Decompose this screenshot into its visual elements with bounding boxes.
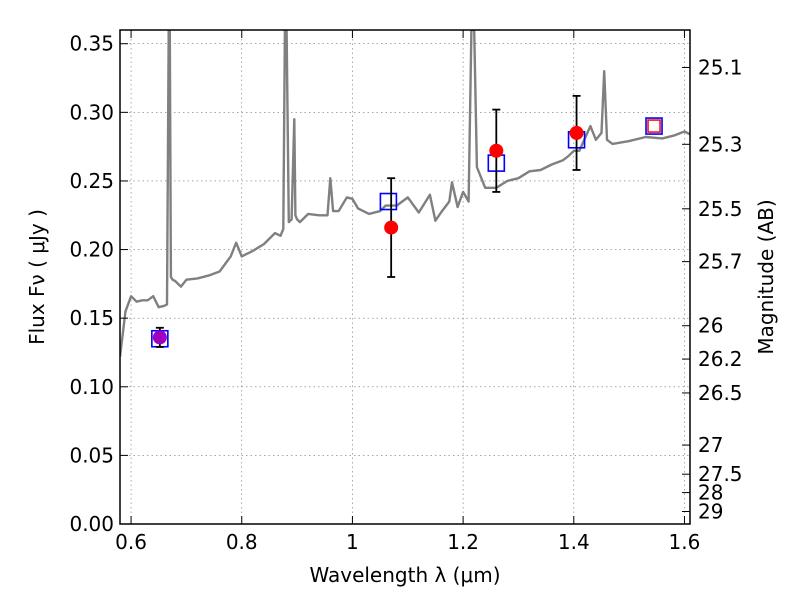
x-tick-label-1: 0.8 <box>226 530 258 554</box>
observed-marker-0 <box>152 330 167 345</box>
magnitude-tick-label-3: 25.7 <box>698 250 743 274</box>
observed-point-4 <box>647 119 661 133</box>
magnitude-tick-label-10: 29 <box>698 500 723 524</box>
magnitude-tick-label-2: 25.5 <box>698 197 743 221</box>
observed-point-2 <box>489 108 504 193</box>
y-tick-label-4: 0.20 <box>69 238 114 262</box>
model-point-1 <box>379 192 398 211</box>
observed-point-1 <box>384 177 399 278</box>
y-tick-label-3: 0.15 <box>69 306 114 330</box>
spectrum-line <box>120 30 690 357</box>
observed-photometry <box>152 94 661 348</box>
magnitude-tick-label-6: 26.5 <box>698 381 743 405</box>
magnitude-tick-label-4: 26 <box>698 314 723 338</box>
y-tick-label-5: 0.25 <box>69 169 114 193</box>
x-axis-title: Wavelength λ (μm) <box>309 563 500 587</box>
observed-point-0 <box>152 326 167 348</box>
x-tick-label-4: 1.4 <box>558 530 590 554</box>
y-tick-label-1: 0.05 <box>69 443 114 467</box>
y-tick-label-2: 0.10 <box>69 375 114 399</box>
magnitude-tick-label-5: 26.2 <box>698 347 743 371</box>
y-tick-label-0: 0.00 <box>69 512 114 536</box>
y-axis-title: Flux Fν ( μJy ) <box>25 209 49 345</box>
y-axis-ticks: 0.00 0.05 0.10 0.15 0.20 0.25 0.30 0.35 <box>69 32 128 536</box>
magnitude-tick-label-9: 28 <box>698 481 723 505</box>
observed-marker-3 <box>569 125 584 140</box>
magnitude-tick-label-7: 27 <box>698 433 723 457</box>
observed-marker-2 <box>489 143 504 158</box>
observed-marker-1 <box>384 220 399 235</box>
x-tick-label-3: 1.2 <box>447 530 479 554</box>
model-point-4 <box>645 117 663 135</box>
model-spectrum <box>120 30 690 357</box>
y-tick-label-7: 0.35 <box>69 32 114 56</box>
magnitude-tick-label-1: 25.3 <box>698 132 743 156</box>
observed-upper-marker <box>647 119 661 133</box>
x-tick-label-0: 0.6 <box>115 530 147 554</box>
magnitude-tick-label-0: 25.1 <box>698 55 743 79</box>
model-photometry <box>151 117 663 348</box>
magnitude-tick-label-8: 27.5 <box>698 462 743 486</box>
y-tick-label-6: 0.30 <box>69 100 114 124</box>
plot-frame <box>119 29 691 525</box>
x-tick-label-5: 1.6 <box>669 530 701 554</box>
x-tick-label-2: 1 <box>346 530 359 554</box>
x-axis-ticks: 0.6 0.8 1 1.2 1.4 1.6 <box>115 30 700 554</box>
observed-point-3 <box>569 94 584 171</box>
magnitude-axis-title: Magnitude (AB) <box>754 199 778 354</box>
